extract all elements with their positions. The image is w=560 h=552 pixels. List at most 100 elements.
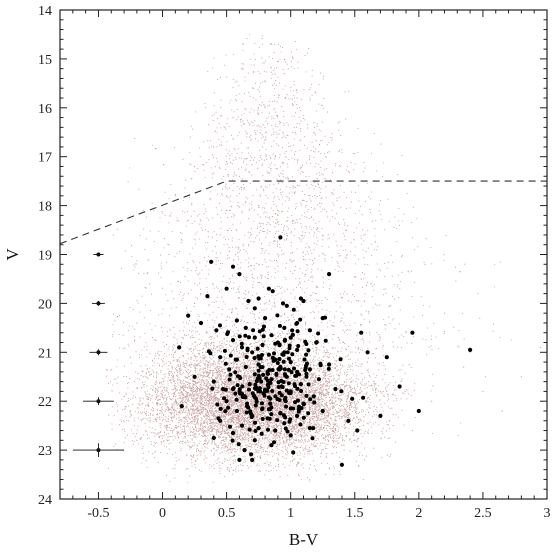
field-star: [211, 363, 213, 365]
field-star: [170, 371, 172, 373]
field-star: [208, 467, 210, 469]
field-star: [156, 399, 159, 401]
field-star: [213, 361, 215, 363]
field-star: [187, 415, 189, 417]
field-star: [220, 404, 222, 406]
field-star: [229, 468, 231, 470]
field-star: [234, 441, 236, 443]
field-star: [359, 418, 361, 420]
field-star: [292, 397, 295, 400]
field-star: [285, 457, 287, 459]
field-star: [258, 437, 260, 439]
field-star: [170, 412, 172, 414]
field-star: [355, 411, 357, 413]
field-star: [377, 417, 379, 419]
field-star: [205, 351, 207, 353]
field-star: [320, 403, 322, 405]
field-star: [332, 379, 334, 382]
field-star: [244, 361, 246, 363]
field-star: [330, 406, 332, 408]
field-star: [205, 435, 207, 437]
field-star: [328, 388, 330, 390]
field-star: [167, 392, 169, 394]
field-star: [346, 385, 348, 387]
field-star: [313, 421, 315, 423]
field-star: [181, 391, 183, 393]
field-star: [202, 444, 204, 446]
field-star: [263, 332, 265, 334]
field-star: [184, 432, 187, 434]
field-star: [222, 346, 224, 348]
field-star: [285, 446, 287, 448]
field-star: [405, 389, 407, 391]
field-star: [299, 452, 301, 454]
field-star: [165, 419, 167, 421]
field-star: [258, 340, 260, 342]
field-star: [269, 410, 271, 413]
field-star: [195, 401, 197, 404]
field-star: [251, 402, 253, 404]
field-star: [184, 429, 186, 431]
field-star: [360, 365, 362, 367]
field-star: [344, 343, 346, 345]
field-star: [263, 442, 266, 444]
field-star: [154, 391, 156, 394]
field-star: [192, 398, 194, 400]
field-star: [191, 422, 193, 424]
field-star: [270, 375, 272, 378]
field-star: [279, 444, 281, 446]
field-star: [341, 439, 344, 442]
field-star: [215, 389, 217, 391]
field-star: [279, 422, 281, 424]
field-star: [160, 407, 162, 409]
field-star: [148, 414, 150, 416]
field-star: [373, 406, 375, 408]
field-star: [291, 405, 294, 407]
field-star: [287, 452, 289, 454]
field-star: [292, 456, 294, 458]
field-star: [332, 411, 334, 413]
field-star: [160, 370, 162, 372]
field-star: [342, 409, 344, 411]
field-star: [363, 342, 365, 344]
field-star: [242, 365, 244, 367]
field-star: [215, 419, 217, 421]
field-star: [166, 398, 168, 400]
field-star: [261, 370, 263, 372]
field-star: [229, 446, 232, 448]
field-star: [167, 348, 169, 350]
field-star: [325, 420, 327, 422]
field-star: [367, 432, 369, 434]
field-star: [222, 368, 224, 370]
field-star: [357, 359, 359, 361]
field-star: [246, 418, 248, 420]
field-star: [371, 432, 373, 435]
field-star: [200, 420, 202, 422]
field-star: [333, 363, 335, 365]
field-star: [255, 426, 257, 428]
field-star: [258, 438, 260, 440]
field-star: [106, 370, 108, 372]
field-star: [316, 392, 318, 394]
field-star: [265, 321, 267, 323]
field-star: [242, 432, 244, 434]
field-star: [323, 442, 325, 445]
field-star: [294, 398, 296, 400]
field-star: [229, 351, 231, 353]
field-star: [194, 364, 196, 366]
field-star: [347, 354, 349, 356]
field-star: [284, 371, 286, 373]
field-star: [200, 399, 202, 401]
field-star: [259, 470, 261, 472]
field-star: [378, 363, 380, 365]
field-star: [292, 379, 294, 381]
field-star: [327, 441, 330, 443]
field-star: [151, 369, 153, 371]
field-star: [272, 455, 274, 457]
field-star: [384, 382, 386, 384]
field-star: [159, 423, 161, 425]
field-star: [281, 426, 283, 428]
field-star: [218, 413, 220, 415]
field-star: [313, 376, 315, 378]
field-star: [175, 403, 177, 405]
